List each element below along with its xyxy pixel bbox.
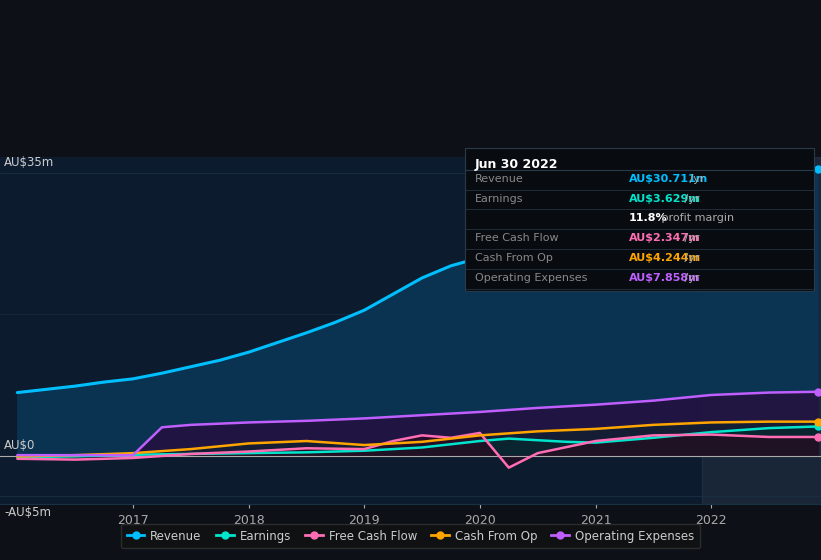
Bar [702, 157, 821, 504]
Text: AU$2.347m: AU$2.347m [629, 234, 700, 243]
Text: Jun 30 2022: Jun 30 2022 [475, 158, 558, 171]
Text: /yr: /yr [681, 273, 699, 283]
Text: Free Cash Flow: Free Cash Flow [475, 234, 558, 243]
Text: Operating Expenses: Operating Expenses [475, 273, 587, 283]
Text: /yr: /yr [686, 174, 705, 184]
Text: Revenue: Revenue [475, 174, 523, 184]
Text: /yr: /yr [681, 194, 699, 203]
Text: profit margin: profit margin [658, 213, 735, 223]
Text: Earnings: Earnings [475, 194, 523, 203]
Text: AU$4.244m: AU$4.244m [629, 253, 701, 263]
Text: AU$3.629m: AU$3.629m [629, 194, 701, 203]
Text: Cash From Op: Cash From Op [475, 253, 553, 263]
Text: AU$7.858m: AU$7.858m [629, 273, 700, 283]
Legend: Revenue, Earnings, Free Cash Flow, Cash From Op, Operating Expenses: Revenue, Earnings, Free Cash Flow, Cash … [121, 524, 700, 548]
Text: -AU$5m: -AU$5m [4, 506, 51, 519]
Text: /yr: /yr [681, 234, 699, 243]
Text: AU$0: AU$0 [4, 439, 35, 452]
Text: /yr: /yr [681, 253, 699, 263]
Text: AU$35m: AU$35m [4, 156, 54, 170]
Text: 11.8%: 11.8% [629, 213, 667, 223]
Text: AU$30.711m: AU$30.711m [629, 174, 709, 184]
